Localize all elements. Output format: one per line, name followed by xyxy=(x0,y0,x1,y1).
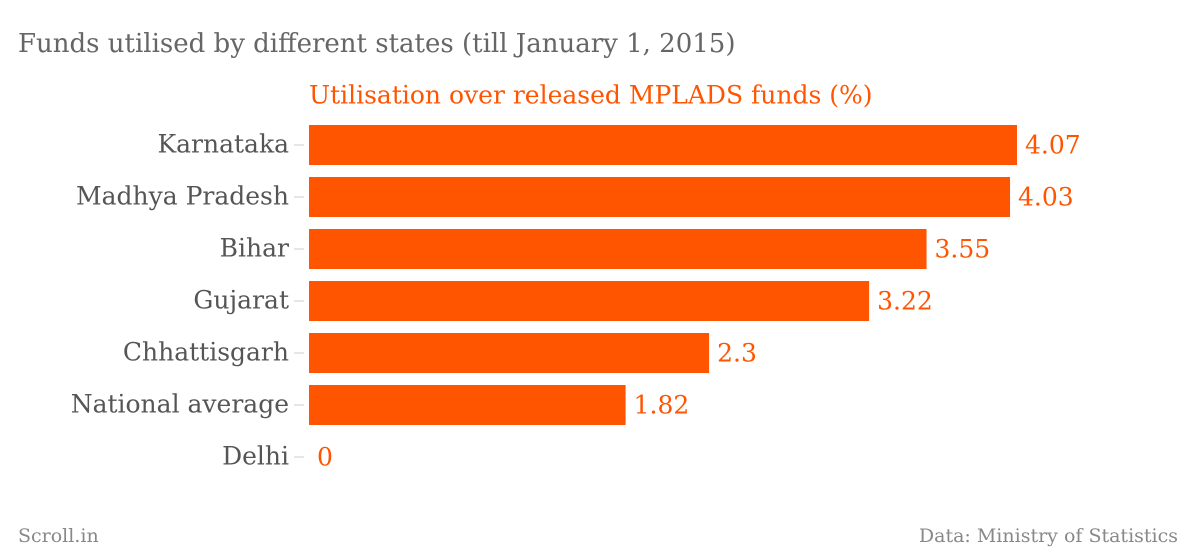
value-label: 0 xyxy=(317,443,333,472)
credit: Scroll.in xyxy=(18,525,99,547)
y-tick-label: National average xyxy=(71,390,289,419)
chart-title: Funds utilised by different states (till… xyxy=(18,29,735,59)
y-tick-label: Chhattisgarh xyxy=(123,338,289,367)
value-label: 2.3 xyxy=(717,339,757,368)
y-tick-label: Madhya Pradesh xyxy=(76,182,289,211)
value-label: 3.22 xyxy=(877,287,933,316)
y-tick-label: Bihar xyxy=(220,234,289,263)
bar xyxy=(309,125,1017,165)
bar xyxy=(309,281,870,321)
value-label: 4.07 xyxy=(1025,131,1081,160)
bar xyxy=(309,333,710,373)
bar xyxy=(309,385,626,425)
bar xyxy=(309,177,1011,217)
y-tick-label: Delhi xyxy=(222,442,289,471)
y-tick-label: Gujarat xyxy=(193,286,289,315)
y-tick-label: Karnataka xyxy=(157,130,289,159)
bar xyxy=(309,229,927,269)
chart-subtitle: Utilisation over released MPLADS funds (… xyxy=(309,81,873,110)
value-label: 3.55 xyxy=(935,235,991,264)
value-label: 1.82 xyxy=(634,391,690,420)
source: Data: Ministry of Statistics xyxy=(919,525,1178,547)
value-label: 4.03 xyxy=(1018,183,1074,212)
